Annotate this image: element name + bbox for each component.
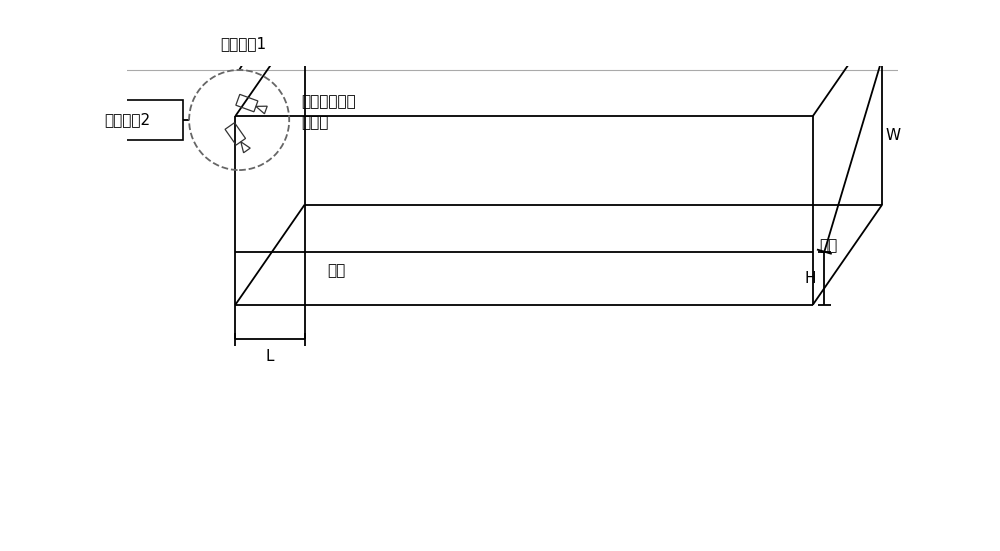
- Text: 车头: 车头: [819, 238, 837, 253]
- Text: W: W: [886, 128, 901, 143]
- Text: L: L: [266, 349, 274, 364]
- FancyBboxPatch shape: [187, 24, 299, 64]
- Text: 车尾: 车尾: [328, 263, 346, 278]
- FancyBboxPatch shape: [71, 100, 183, 140]
- Text: 深度相机2: 深度相机2: [104, 112, 150, 127]
- Text: 一个模组上两
个相机: 一个模组上两 个相机: [301, 94, 356, 131]
- Text: 深度相机1: 深度相机1: [220, 36, 266, 51]
- Text: H: H: [805, 271, 816, 286]
